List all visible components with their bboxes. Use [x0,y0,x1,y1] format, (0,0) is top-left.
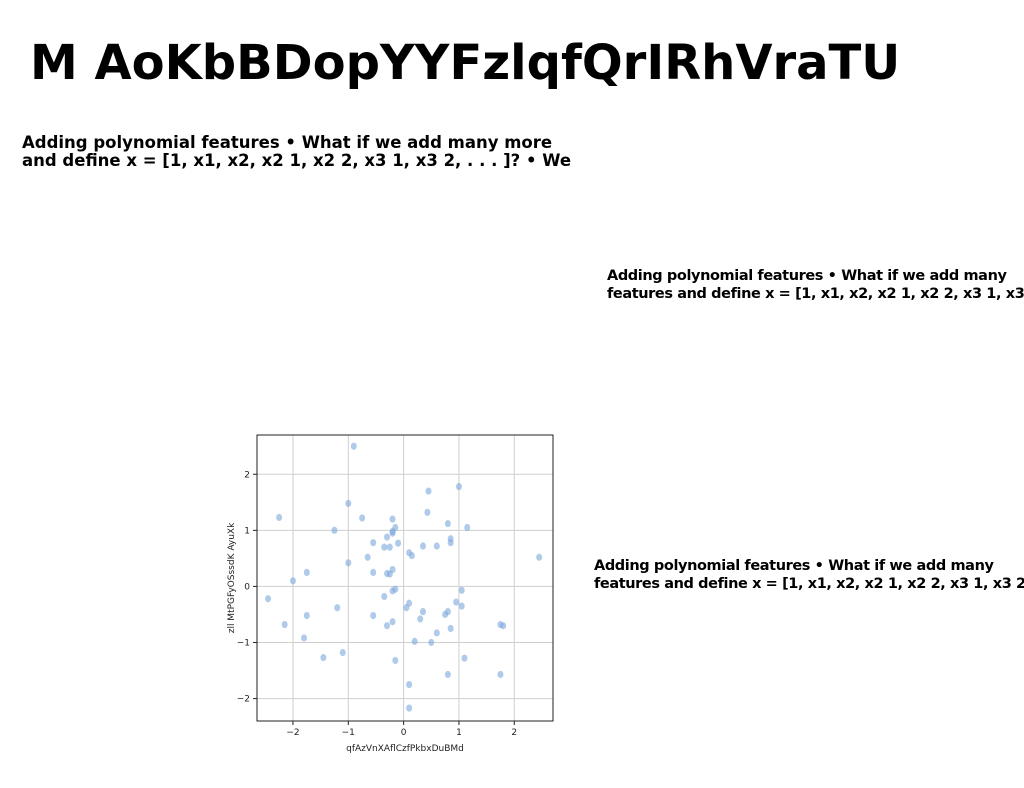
text-block-1-line-1: Adding polynomial features • What if we … [22,134,553,152]
data-point [425,487,432,495]
data-point [303,568,310,576]
data-point [381,543,388,551]
data-points [265,442,543,712]
data-point [370,611,377,620]
data-point [345,559,352,567]
y-axis-ticks: −2 −1 0 1 2 [237,470,257,705]
data-point [536,553,543,561]
grid-lines [257,435,553,721]
x-tick-label: 1 [456,728,462,738]
data-point [419,542,426,550]
data-point [444,520,451,528]
data-point [464,523,471,532]
text-block-2-line-1: Adding polynomial features • What if we … [607,268,1007,284]
data-point [389,565,396,574]
data-point [411,637,418,645]
x-tick-label: 0 [401,728,407,738]
data-point [453,598,460,606]
data-point [370,539,377,547]
text-block-3-line-2: features and define x = [1, x1, x2, x2 1… [594,576,1024,592]
data-point [395,539,402,547]
x-tick-label: −1 [342,728,355,738]
data-point [403,604,410,612]
text-block-3: Adding polynomial features • What if we … [594,557,1024,593]
data-point [389,587,396,595]
plot-frame [256,434,554,722]
data-point [389,527,396,536]
data-point [497,670,504,679]
x-axis-ticks: −2 −1 0 1 2 [286,721,517,738]
data-point [339,648,346,657]
data-point [301,634,308,642]
data-point [458,602,465,610]
data-point [389,618,396,626]
data-point [281,620,288,629]
data-point [345,499,352,508]
data-point [320,654,327,662]
x-tick-label: 2 [511,728,517,738]
data-point [408,551,415,560]
y-tick-label: −2 [237,695,250,705]
data-point [406,704,413,712]
data-point [334,604,341,612]
data-point [289,577,296,585]
text-block-2-line-2: features and define x = [1, x1, x2, x2 1… [607,286,1024,302]
y-axis-label: zll MtPGFyOSssdK AyuXk [227,522,237,633]
data-point [392,656,399,665]
data-point [447,539,454,547]
scatter-plot-svg: −2 −1 0 1 2 −2 −1 0 1 2 qfAzVnXAflCzfPkbxDuBMd z… [227,434,554,754]
data-point [458,586,465,594]
x-axis-label: qfAzVnXAflCzfPkbxDuBMd [346,744,464,754]
data-point [303,611,310,620]
data-point [447,624,454,633]
slide-title: M AoKbBDopYYFzlqfQrIRhVraTU [30,35,901,91]
data-point [331,526,338,534]
data-point [384,533,391,541]
data-point [461,654,468,662]
data-point [424,508,431,516]
data-point [359,514,366,522]
text-block-3-line-1: Adding polynomial features • What if we … [594,558,994,574]
y-tick-label: 1 [244,526,250,536]
data-point [384,622,391,630]
data-point [386,543,393,551]
data-point [265,595,272,603]
data-point [444,670,451,679]
x-tick-label: −2 [286,728,299,738]
text-block-2: Adding polynomial features • What if we … [607,267,1024,303]
data-point [500,622,507,630]
y-tick-label: −1 [237,638,250,648]
data-point [433,629,440,637]
data-point [417,615,424,623]
scatter-chart: −2 −1 0 1 2 −2 −1 0 1 2 qfAzVnXAflCzfPkbxDuBMd z… [222,430,562,760]
data-point [389,515,396,523]
data-point [276,513,283,522]
data-point [428,638,435,647]
text-block-1-line-2: and define x = [1, x1, x2, x2 1, x2 2, x… [22,151,572,170]
text-block-1: Adding polynomial features • What if we … [22,134,571,170]
data-point [381,592,388,601]
data-point [419,608,426,616]
data-point [364,553,371,561]
data-point [370,568,377,576]
data-point [406,680,413,689]
data-point [444,608,451,616]
y-tick-label: 2 [244,470,250,480]
data-point [350,442,357,450]
data-point [433,542,440,550]
data-point [455,482,462,491]
y-tick-label: 0 [244,582,250,592]
